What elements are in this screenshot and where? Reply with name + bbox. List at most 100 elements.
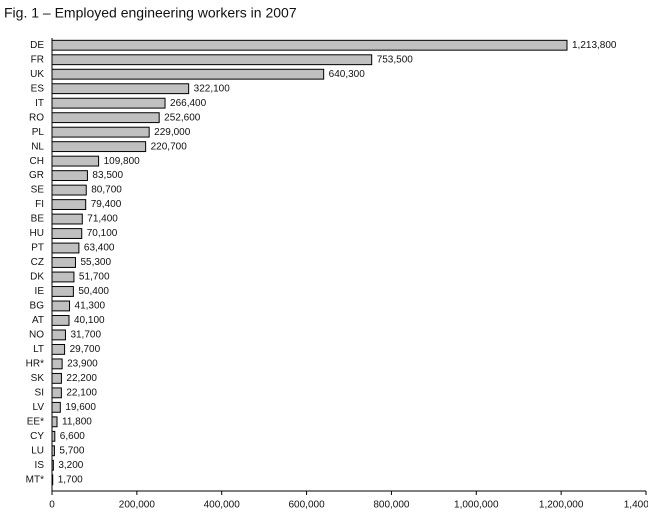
y-tick-label: SI [35, 387, 44, 398]
x-tick-label: 200,000 [119, 500, 156, 511]
bar [51, 315, 70, 326]
y-tick-label: RO [29, 112, 44, 123]
x-tick-label: 600,000 [288, 500, 325, 511]
y-tick-label: BG [30, 301, 45, 312]
y-tick-label: MT* [26, 474, 44, 485]
bar [51, 459, 54, 471]
x-tick-label: 1,400,000 [624, 500, 648, 511]
y-tick-label: IS [35, 460, 45, 471]
bar [51, 228, 83, 239]
value-label: 22,200 [66, 373, 97, 384]
value-label: 252,600 [164, 112, 201, 123]
bar [51, 257, 76, 268]
y-tick-label: IE [35, 286, 45, 297]
y-tick-label: NL [31, 141, 44, 152]
bar [51, 416, 58, 428]
bar [51, 97, 166, 109]
value-label: 31,700 [70, 330, 101, 341]
value-label: 322,100 [194, 83, 231, 94]
value-label: 80,700 [91, 185, 122, 196]
value-label: 1,700 [58, 474, 83, 485]
value-label: 220,700 [151, 141, 188, 152]
x-tick-label: 800,000 [373, 500, 410, 511]
value-label: 19,600 [65, 402, 96, 413]
value-label: 63,400 [84, 243, 115, 254]
y-tick-label: PL [32, 127, 45, 138]
x-tick-label: 1,200,000 [539, 500, 584, 511]
y-tick-label: CZ [31, 257, 44, 268]
y-tick-label: ES [31, 83, 45, 94]
bar [51, 155, 100, 167]
bar [51, 387, 62, 399]
bar [51, 83, 190, 95]
y-tick-label: DE [30, 40, 44, 51]
bar [51, 474, 54, 486]
value-label: 640,300 [329, 69, 366, 80]
bar [51, 343, 66, 355]
bar [51, 430, 56, 442]
bar [51, 54, 373, 66]
value-label: 83,500 [92, 170, 123, 181]
value-label: 109,800 [104, 156, 141, 167]
y-tick-label: LV [33, 402, 45, 413]
value-label: 11,800 [62, 416, 92, 427]
y-tick-label: CY [30, 431, 44, 442]
bar [51, 39, 568, 51]
x-tick-label: 400,000 [204, 500, 241, 511]
bar [51, 112, 160, 124]
value-label: 6,600 [60, 431, 85, 442]
x-tick-label: 0 [49, 500, 55, 511]
value-label: 41,300 [75, 301, 106, 312]
x-tick-label: 1,000,000 [454, 500, 499, 511]
bar [51, 68, 325, 80]
y-tick-label: CH [30, 156, 44, 167]
bar [51, 286, 74, 297]
y-tick-label: HU [30, 228, 44, 239]
value-label: 71,400 [87, 214, 118, 225]
chart-title: Fig. 1 – Employed engineering workers in… [4, 5, 297, 21]
bar [51, 184, 87, 196]
value-label: 266,400 [170, 98, 207, 109]
y-tick-label: PT [31, 243, 44, 254]
value-label: 79,400 [91, 199, 122, 210]
bar [51, 445, 55, 457]
y-tick-label: HR* [26, 359, 44, 370]
y-tick-label: LU [31, 445, 44, 456]
bar [51, 372, 62, 384]
bar [51, 170, 88, 182]
y-tick-label: AT [32, 315, 44, 326]
bar [51, 242, 80, 254]
bar [51, 271, 75, 283]
value-label: 51,700 [79, 272, 110, 283]
y-tick-label: FI [35, 199, 44, 210]
y-tick-label: LT [33, 344, 44, 355]
bar [51, 141, 147, 153]
value-label: 5,700 [59, 445, 84, 456]
y-tick-label: SE [31, 185, 45, 196]
value-label: 1,213,800 [572, 40, 617, 51]
y-tick-label: EE* [27, 416, 44, 427]
value-label: 50,400 [78, 286, 109, 297]
bar [51, 329, 66, 341]
bar [51, 126, 150, 138]
value-label: 40,100 [74, 315, 105, 326]
y-tick-label: BE [31, 214, 45, 225]
value-label: 55,300 [80, 257, 111, 268]
y-tick-label: GR [29, 170, 44, 181]
y-tick-label: IT [35, 98, 44, 109]
bar [51, 300, 71, 312]
value-label: 23,900 [67, 359, 98, 370]
y-tick-label: FR [31, 54, 44, 65]
value-label: 753,500 [377, 54, 414, 65]
value-label: 229,000 [154, 127, 191, 138]
y-tick-label: NO [29, 330, 44, 341]
y-tick-label: DK [30, 272, 44, 283]
bar [51, 199, 87, 210]
value-label: 22,100 [66, 387, 97, 398]
bar [51, 358, 63, 370]
y-tick-label: UK [30, 69, 44, 80]
bar [51, 213, 83, 225]
value-label: 70,100 [87, 228, 118, 239]
y-tick-label: SK [31, 373, 45, 384]
